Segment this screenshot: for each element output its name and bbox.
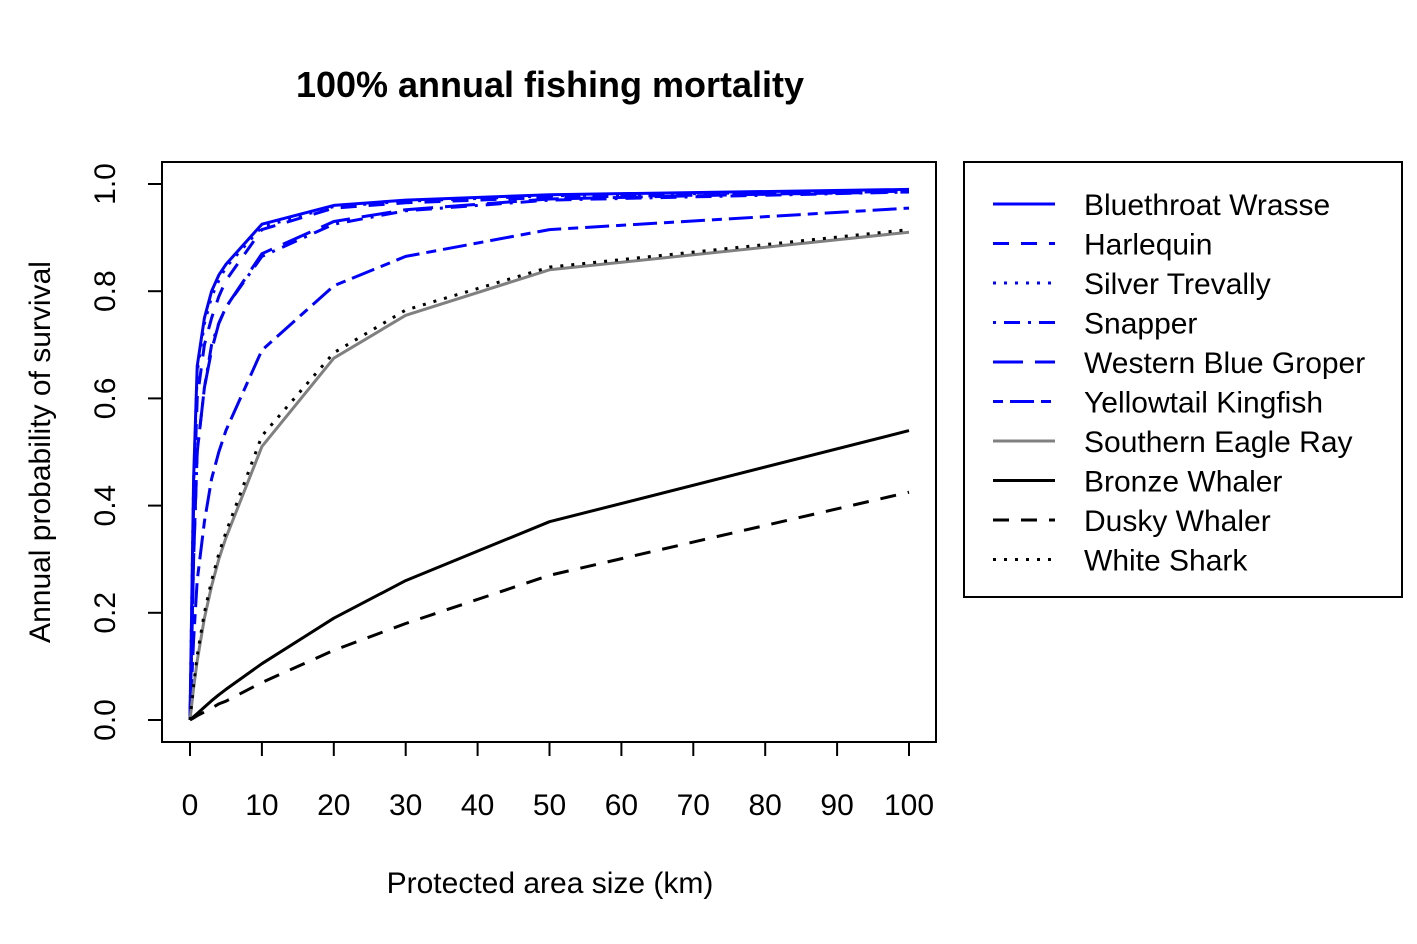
legend-label-3: Snapper — [1084, 308, 1197, 341]
series-line-4 — [188, 189, 910, 721]
legend-label-1: Harlequin — [1084, 229, 1212, 262]
y-axis: 0.0 0.2 0.4 0.6 0.8 1.0 — [89, 163, 163, 741]
series-line-8 — [189, 490, 910, 722]
legend-label-7: Bronze Whaler — [1084, 466, 1282, 499]
x-tick-label: 60 — [605, 789, 638, 822]
y-tick-label: 0.2 — [89, 592, 122, 634]
x-tick-label: 90 — [820, 789, 853, 822]
chart-title: 100% annual fishing mortality — [296, 64, 804, 105]
x-tick-label: 20 — [317, 789, 350, 822]
y-tick-label: 1.0 — [89, 163, 122, 205]
y-tick-label: 0.0 — [89, 699, 122, 741]
x-tick-label: 30 — [389, 789, 422, 822]
x-axis-label: Protected area size (km) — [387, 867, 714, 900]
legend-label-0: Bluethroat Wrasse — [1084, 189, 1330, 222]
series-line-5 — [188, 206, 910, 721]
series-lines — [188, 187, 910, 722]
y-tick-label: 0.4 — [89, 485, 122, 527]
series-line-9 — [188, 228, 910, 721]
legend-label-5: Yellowtail Kingfish — [1084, 387, 1323, 420]
legend-label-4: Western Blue Groper — [1084, 347, 1365, 380]
x-tick-label: 0 — [182, 789, 199, 822]
y-axis-label: Annual probability of survival — [24, 261, 57, 643]
series-line-1 — [188, 190, 910, 721]
x-axis: 0 10 20 30 40 50 60 70 80 90 100 — [182, 741, 934, 822]
legend-label-2: Silver Trevally — [1084, 268, 1271, 301]
x-tick-label: 40 — [461, 789, 494, 822]
x-tick-label: 70 — [677, 789, 710, 822]
x-tick-label: 10 — [245, 789, 278, 822]
series-line-6 — [188, 230, 910, 721]
y-tick-label: 0.8 — [89, 270, 122, 312]
legend-box — [963, 161, 1403, 598]
legend-label-6: Southern Eagle Ray — [1084, 426, 1353, 459]
x-tick-label: 80 — [749, 789, 782, 822]
legend-label-8: Dusky Whaler — [1084, 505, 1271, 538]
y-tick-label: 0.6 — [89, 378, 122, 420]
legend-label-9: White Shark — [1084, 545, 1248, 578]
x-tick-label: 50 — [533, 789, 566, 822]
legend: Bluethroat Wrasse Harlequin Silver Trevall… — [963, 161, 1403, 598]
x-tick-label: 100 — [884, 789, 934, 822]
series-line-2 — [188, 188, 910, 721]
series-line-7 — [189, 429, 910, 722]
